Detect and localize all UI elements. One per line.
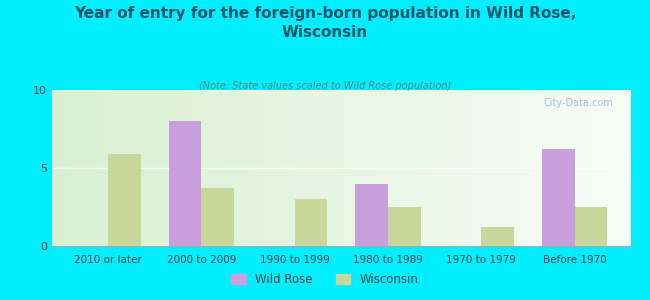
Text: City-Data.com: City-Data.com xyxy=(543,98,613,108)
Bar xyxy=(168,121,202,246)
Text: Year of entry for the foreign-born population in Wild Rose,
Wisconsin: Year of entry for the foreign-born popul… xyxy=(74,6,576,40)
Bar xyxy=(575,207,607,246)
Bar xyxy=(542,149,575,246)
Legend: Wild Rose, Wisconsin: Wild Rose, Wisconsin xyxy=(227,269,423,291)
Bar xyxy=(202,188,234,246)
Bar xyxy=(388,207,421,246)
Text: (Note: State values scaled to Wild Rose population): (Note: State values scaled to Wild Rose … xyxy=(199,81,451,91)
Bar xyxy=(481,227,514,246)
Bar xyxy=(294,199,327,246)
Bar xyxy=(356,184,388,246)
Bar xyxy=(108,154,140,246)
